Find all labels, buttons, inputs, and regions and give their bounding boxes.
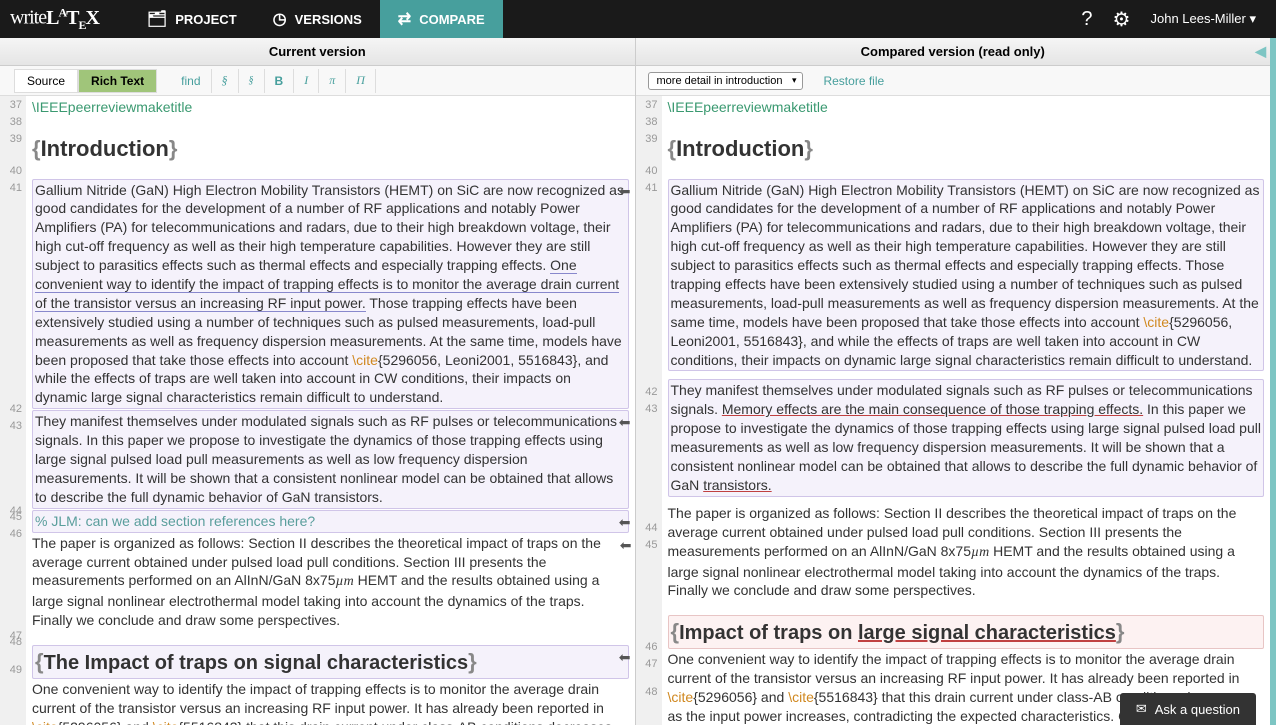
diff-block: {Impact of traps on large signal charact… — [668, 615, 1265, 649]
section-heading: {Introduction} — [32, 134, 629, 164]
italic-button[interactable]: I — [294, 69, 319, 93]
ask-question-widget[interactable]: ✉ Ask a question — [1120, 693, 1256, 725]
find-button[interactable]: find — [171, 69, 211, 93]
version-dropdown[interactable]: more detail in introduction — [648, 72, 804, 90]
latex-command: \IEEEpeerreviewmaketitle — [668, 98, 1265, 117]
right-editor: 373839404142434445464748 \IEEEpeerreview… — [636, 96, 1271, 725]
merge-arrow-icon[interactable]: ⬅ — [619, 182, 631, 201]
section-heading: ⬅ {The Impact of traps on signal charact… — [32, 645, 629, 679]
pi-button[interactable]: π — [319, 69, 346, 93]
app-header: writeLATEX 🗂PROJECT ◷VERSIONS ⇄COMPARE ?… — [0, 0, 1276, 38]
diff-block: Gallium Nitride (GaN) High Electron Mobi… — [668, 179, 1265, 372]
left-toolbar: Source Rich Text find § § B I π Π — [0, 66, 635, 96]
richtext-tab[interactable]: Rich Text — [78, 69, 157, 93]
folder-icon: 🗂 — [147, 9, 167, 29]
merge-arrow-icon[interactable]: ⬅ — [619, 413, 631, 432]
username[interactable]: John Lees-Miller ▾ — [1150, 11, 1256, 27]
left-editor[interactable]: 37383940414243444546474849 \IEEEpeerrevi… — [0, 96, 635, 725]
diff-block: ⬅ % JLM: can we add section references h… — [32, 510, 629, 533]
right-toolbar: more detail in introduction Restore file — [636, 66, 1271, 96]
restore-file-link[interactable]: Restore file — [823, 74, 884, 88]
left-gutter: 37383940414243444546474849 — [0, 96, 26, 725]
subsection-button[interactable]: § — [239, 69, 265, 93]
nav-compare[interactable]: ⇄COMPARE — [380, 0, 503, 38]
help-icon[interactable]: ? — [1081, 8, 1092, 31]
bold-button[interactable]: B — [265, 69, 295, 93]
right-panel: Compared version (read only)◀ more detai… — [636, 38, 1276, 725]
compare-panels: Current version Source Rich Text find § … — [0, 38, 1276, 725]
paragraph: The paper is organized as follows: Secti… — [668, 504, 1265, 600]
source-tab[interactable]: Source — [14, 69, 78, 93]
paragraph: ⬅ The paper is organized as follows: Sec… — [32, 534, 629, 630]
latex-command: \IEEEpeerreviewmaketitle — [32, 98, 629, 117]
diff-block: ⬅ Gallium Nitride (GaN) High Electron Mo… — [32, 179, 629, 410]
merge-arrow-icon[interactable]: ⬅ — [619, 513, 631, 532]
diff-block: ⬅ They manifest themselves under modulat… — [32, 410, 629, 508]
right-panel-header: Compared version (read only)◀ — [636, 38, 1271, 66]
logo[interactable]: writeLATEX — [10, 5, 99, 33]
merge-arrow-icon[interactable]: ⬅ — [619, 648, 631, 667]
compare-icon: ⇄ — [398, 9, 411, 29]
clock-icon: ◷ — [273, 9, 287, 29]
paragraph: One convenient way to identify the impac… — [32, 680, 629, 725]
left-panel-header: Current version — [0, 38, 635, 66]
section-button[interactable]: § — [212, 69, 239, 93]
collapse-icon[interactable]: ◀ — [1255, 43, 1266, 60]
gear-icon[interactable]: ⚙ — [1113, 7, 1131, 32]
diff-block: They manifest themselves under modulated… — [668, 379, 1265, 496]
merge-arrow-icon[interactable]: ⬅ — [620, 536, 632, 555]
nav-project[interactable]: 🗂PROJECT — [129, 0, 255, 38]
section-heading: {Introduction} — [668, 134, 1265, 164]
left-content[interactable]: \IEEEpeerreviewmaketitle {Introduction} … — [26, 96, 635, 725]
right-content: \IEEEpeerreviewmaketitle {Introduction} … — [662, 96, 1271, 725]
left-panel: Current version Source Rich Text find § … — [0, 38, 636, 725]
Pi-button[interactable]: Π — [346, 69, 376, 93]
right-gutter: 373839404142434445464748 — [636, 96, 662, 725]
mail-icon: ✉ — [1136, 701, 1147, 717]
nav-versions[interactable]: ◷VERSIONS — [255, 0, 380, 38]
